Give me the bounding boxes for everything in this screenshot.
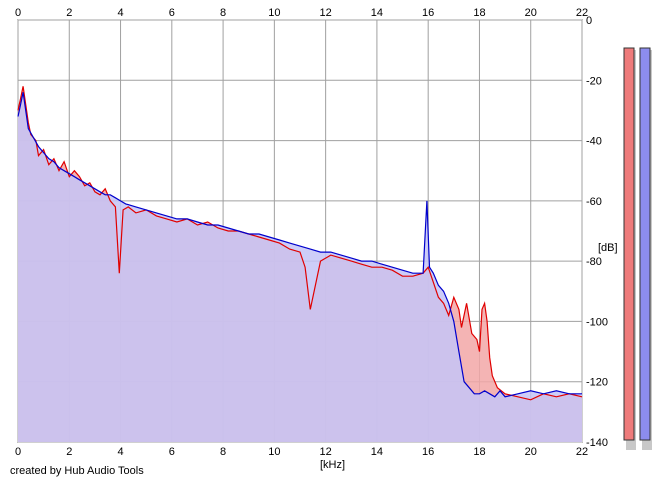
x-tick-label-bottom: 0: [15, 446, 21, 458]
y-tick-label: -140: [586, 437, 608, 449]
x-tick-label-bottom: 10: [268, 446, 280, 458]
x-tick-label-top: 16: [422, 7, 434, 19]
x-tick-label-top: 18: [473, 7, 485, 19]
y-tick-label: -60: [586, 196, 602, 208]
x-axis-unit-label: [kHz]: [320, 459, 345, 471]
x-tick-label-top: 4: [117, 7, 123, 19]
series-line: [17, 92, 582, 398]
level-meter-bar: [639, 47, 651, 441]
series-layer: [17, 86, 583, 443]
x-tick-label-bottom: 6: [169, 446, 175, 458]
x-tick-label-top: 22: [576, 7, 588, 19]
x-tick-label-top: 14: [371, 7, 383, 19]
y-axis-unit-label: [dB]: [598, 242, 618, 254]
x-tick-label-bottom: 4: [117, 446, 123, 458]
x-tick-label-bottom: 20: [525, 446, 537, 458]
series-area-fill: [18, 92, 582, 443]
credit-text: created by Hub Audio Tools: [10, 465, 144, 477]
x-tick-label-bottom: 18: [473, 446, 485, 458]
y-tick-label: 0: [586, 15, 592, 27]
x-tick-label-top: 12: [320, 7, 332, 19]
y-tick-label: -20: [586, 75, 602, 87]
x-tick-label-bottom: 16: [422, 446, 434, 458]
x-tick-labels-bottom: 0 2 4 6 8 10 12 14 16 18 20 22: [15, 446, 588, 458]
x-tick-label-top: 10: [268, 7, 280, 19]
x-tick-label-bottom: 8: [220, 446, 226, 458]
x-tick-labels-top: 0 2 4 6 8 10 12 14 16 18 20 22: [15, 7, 588, 19]
y-tick-label: -120: [586, 377, 608, 389]
x-tick-label-bottom: 22: [576, 446, 588, 458]
y-tick-label: -40: [586, 136, 602, 148]
y-tick-labels: 0 -20 -40 -60 -80 -100 -120 -140: [586, 15, 608, 449]
x-tick-label-bottom: 2: [66, 446, 72, 458]
x-tick-label-bottom: 14: [371, 446, 383, 458]
x-tick-label-bottom: 12: [320, 446, 332, 458]
x-tick-label-top: 8: [220, 7, 226, 19]
level-meters: [623, 47, 652, 450]
y-tick-label: -80: [586, 256, 602, 268]
x-tick-label-top: 2: [66, 7, 72, 19]
x-tick-label-top: 0: [15, 7, 21, 19]
level-meter-bar: [623, 47, 635, 441]
x-tick-label-top: 6: [169, 7, 175, 19]
y-tick-label: -100: [586, 316, 608, 328]
x-tick-label-top: 20: [525, 7, 537, 19]
